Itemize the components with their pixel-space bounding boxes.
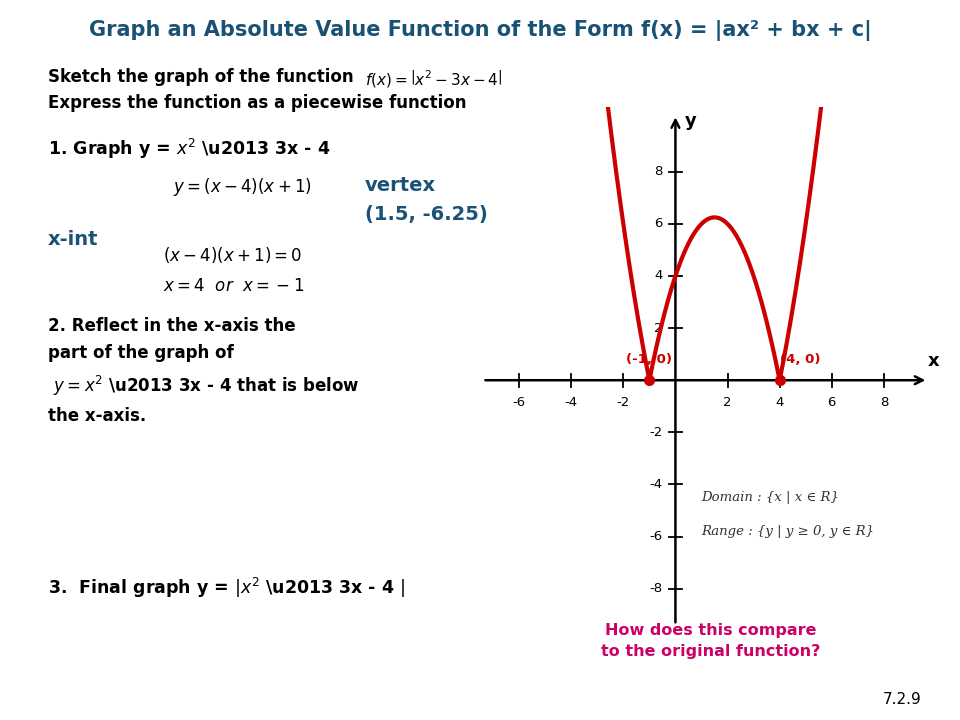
Text: -6: -6	[513, 396, 526, 409]
Text: (-1, 0): (-1, 0)	[626, 353, 672, 366]
Text: 8: 8	[654, 166, 662, 179]
Text: $(x-4)(x+1)=0$: $(x-4)(x+1)=0$	[163, 245, 302, 265]
Text: 4: 4	[776, 396, 784, 409]
Text: 7.2.9: 7.2.9	[883, 692, 922, 707]
Text: 2: 2	[654, 322, 662, 335]
Text: Express the function as a piecewise function: Express the function as a piecewise func…	[48, 94, 467, 112]
Text: Graph an Absolute Value Function of the Form f(x) = |ax² + bx + c|: Graph an Absolute Value Function of the …	[88, 20, 872, 41]
Text: -6: -6	[649, 530, 662, 543]
Text: y: y	[684, 112, 696, 130]
Text: 3.  Final graph y = $|x^2$ \u2013 3x - 4 $|$: 3. Final graph y = $|x^2$ \u2013 3x - 4 …	[48, 576, 405, 600]
Text: 8: 8	[879, 396, 888, 409]
Text: -4: -4	[564, 396, 578, 409]
Text: 1. Graph y = $x^2$ \u2013 3x - 4: 1. Graph y = $x^2$ \u2013 3x - 4	[48, 137, 330, 161]
Text: vertex: vertex	[365, 176, 436, 195]
Text: 6: 6	[828, 396, 836, 409]
Text: x-int: x-int	[48, 230, 99, 249]
Text: (4, 0): (4, 0)	[780, 353, 820, 366]
Text: Range : {y | y ≥ 0, y ∈ R}: Range : {y | y ≥ 0, y ∈ R}	[702, 525, 875, 538]
Text: (1.5, -6.25): (1.5, -6.25)	[365, 205, 488, 224]
Text: Domain : {x | x ∈ R}: Domain : {x | x ∈ R}	[702, 491, 839, 504]
Text: x: x	[927, 352, 939, 370]
Text: $f(x)=\left|x^{2}-3x-4\right|$: $f(x)=\left|x^{2}-3x-4\right|$	[365, 68, 502, 89]
Text: Sketch the graph of the function: Sketch the graph of the function	[48, 68, 353, 86]
Text: $y=(x-4)(x+1)$: $y=(x-4)(x+1)$	[173, 176, 312, 199]
Text: $x=4$  or  $x=-1$: $x=4$ or $x=-1$	[163, 277, 304, 295]
Text: -4: -4	[649, 478, 662, 491]
Text: -2: -2	[616, 396, 630, 409]
Text: -2: -2	[649, 426, 662, 439]
Text: -8: -8	[649, 582, 662, 595]
Text: 6: 6	[654, 217, 662, 230]
Text: 4: 4	[654, 269, 662, 282]
Text: 2. Reflect in the x-axis the
part of the graph of
 $y = x^2$ \u2013 3x - 4 that : 2. Reflect in the x-axis the part of the…	[48, 317, 360, 425]
Text: 2: 2	[723, 396, 732, 409]
Text: How does this compare
to the original function?: How does this compare to the original fu…	[601, 623, 820, 659]
